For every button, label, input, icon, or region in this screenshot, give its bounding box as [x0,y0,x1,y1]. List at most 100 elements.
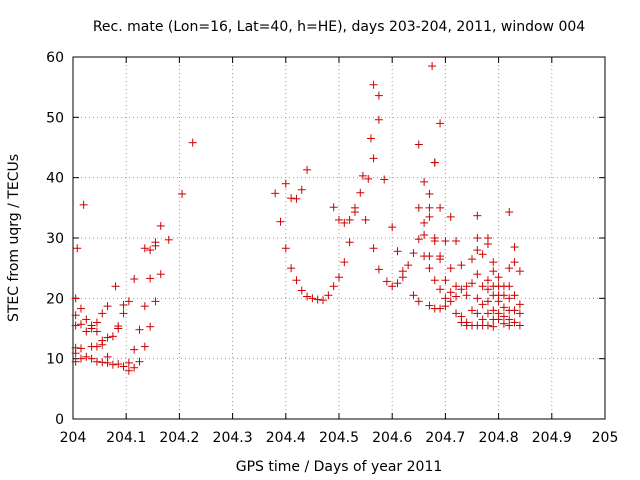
data-point [494,297,503,306]
x-tick-label: 204 [60,430,87,446]
data-point [425,264,434,273]
data-point [510,318,519,327]
data-point [515,309,524,318]
data-point [287,194,296,203]
data-point [156,270,165,279]
data-point [414,140,423,149]
data-point [119,309,128,318]
y-tick-label: 60 [46,50,64,66]
gridlines [73,57,605,419]
data-point [436,285,445,294]
data-point [151,238,160,247]
data-point [103,333,112,342]
data-point [409,249,418,258]
data-point [151,297,160,306]
data-point [489,306,498,315]
data-point [457,285,466,294]
data-point [505,294,514,303]
data-point [345,238,354,247]
data-point [87,354,96,363]
data-point [374,91,383,100]
data-point [108,360,117,369]
data-point [483,309,492,318]
data-point [425,301,434,310]
data-point [369,244,378,253]
data-point [420,230,429,239]
data-point [124,358,133,367]
data-point [340,258,349,267]
data-point [510,258,519,267]
data-point [281,179,290,188]
data-point [271,189,280,198]
data-point [430,237,439,246]
data-point [130,275,139,284]
data-point [119,300,128,309]
x-tick-label: 204.4 [266,430,306,446]
data-point [446,288,455,297]
data-point [478,250,487,259]
data-point [430,276,439,285]
data-point [510,291,519,300]
data-point [71,343,80,352]
data-point [380,175,389,184]
data-point [436,255,445,264]
data-point [499,303,508,312]
data-point [446,297,455,306]
data-point [462,291,471,300]
data-point [111,282,120,291]
data-point [114,360,123,369]
data-point [73,244,82,253]
data-point [119,362,128,371]
data-point [135,325,144,334]
data-point [473,270,482,279]
data-point [98,309,107,318]
plot-frame [72,56,606,420]
data-point [82,327,91,336]
data-point [303,165,312,174]
data-point [287,264,296,273]
data-point [82,352,91,361]
data-point [369,80,378,89]
data-point [425,252,434,261]
data-point [505,282,514,291]
data-point [398,273,407,282]
data-point [308,294,317,303]
x-tick-label: 204.9 [532,430,572,446]
data-point [489,267,498,276]
data-point [499,291,508,300]
data-point [103,302,112,311]
data-point [473,309,482,318]
data-point [71,311,80,320]
data-point [178,189,187,198]
data-point [276,217,285,226]
data-point [473,211,482,220]
data-point [505,321,514,330]
data-point [420,218,429,227]
data-point [82,315,91,324]
y-tick-label: 30 [46,231,64,247]
data-point [374,115,383,124]
data-point [430,158,439,167]
data-point [428,62,437,71]
y-tick-label: 20 [46,291,64,307]
data-point [130,345,139,354]
data-point [473,294,482,303]
data-point [515,267,524,276]
data-point [462,282,471,291]
data-point [483,321,492,330]
data-point [441,302,450,311]
data-point [446,212,455,221]
data-point [478,282,487,291]
chart-title: Rec. mate (Lon=16, Lat=40, h=HE), days 2… [93,19,585,35]
data-point [436,203,445,212]
data-point [76,344,85,353]
data-point [140,302,149,311]
data-point [297,185,306,194]
data-point [388,282,397,291]
data-point [92,318,101,327]
data-point [114,322,123,331]
data-point [319,296,328,305]
data-point [335,215,343,224]
data-point [414,235,423,244]
